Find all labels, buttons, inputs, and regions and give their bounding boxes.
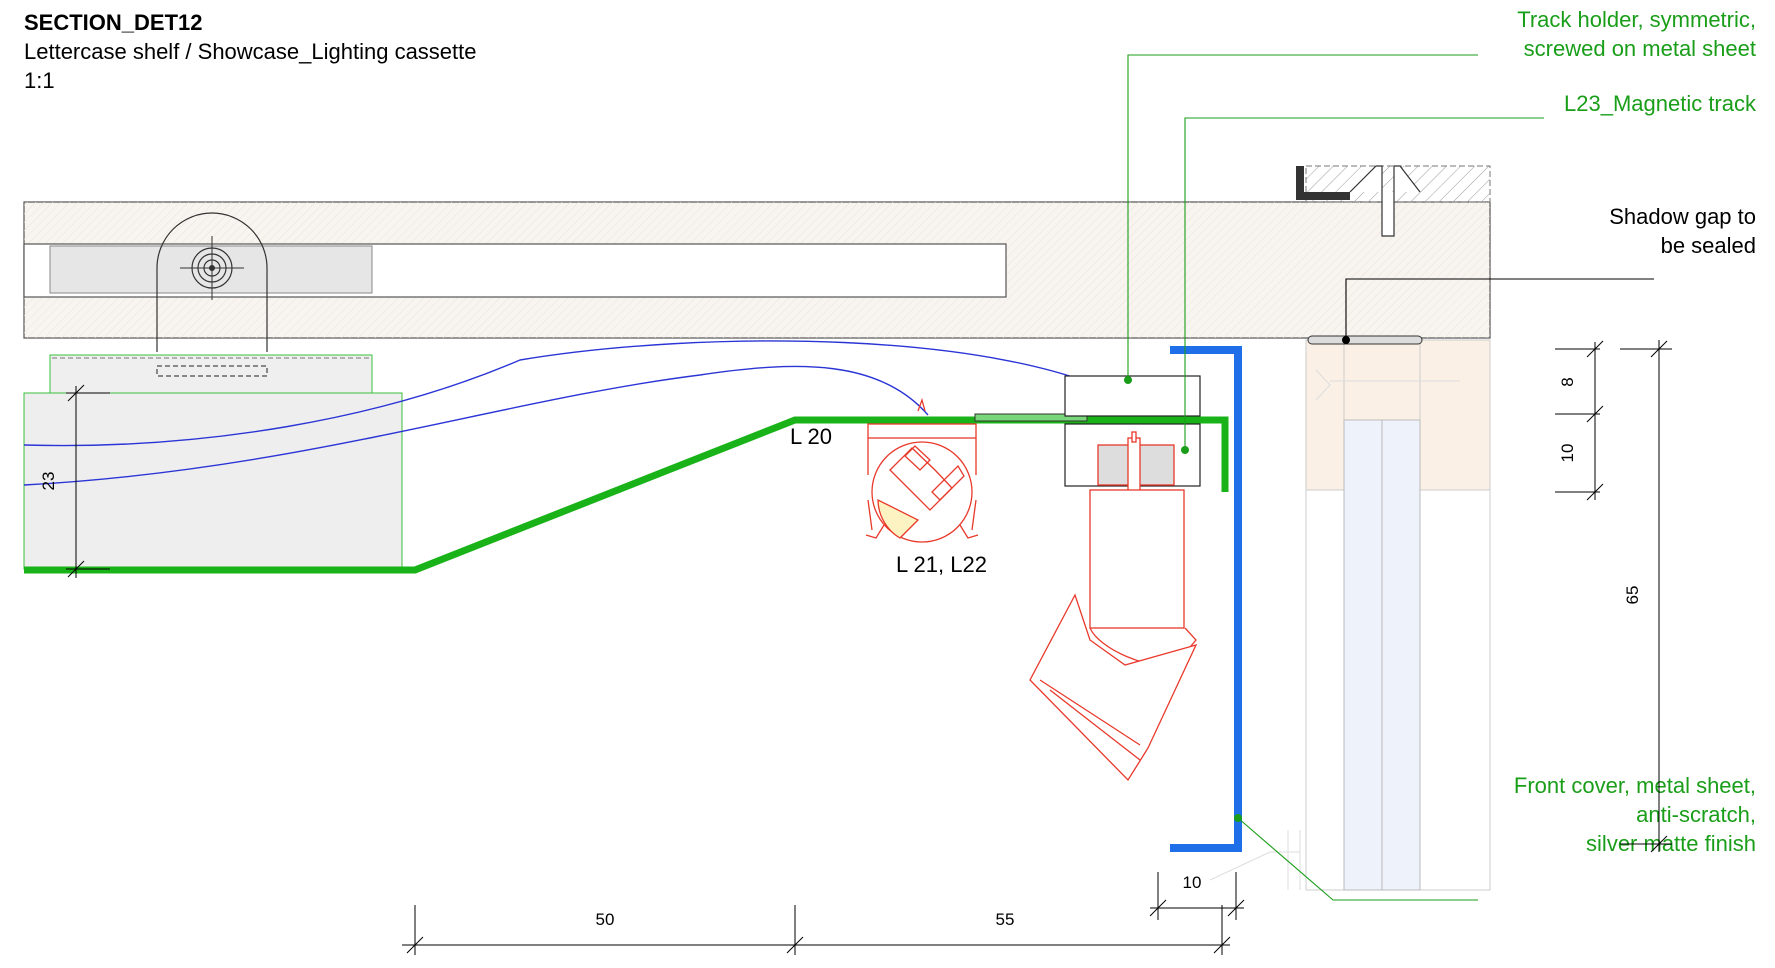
- annotation-shadow-gap-line2: be sealed: [1660, 233, 1756, 258]
- luminaire-l20: [865, 397, 979, 543]
- annotation-magnetic-track: L23_Magnetic track: [1564, 91, 1756, 116]
- luminaire-l21-l22: [1029, 431, 1198, 782]
- shadow-gap-seal: [1307, 335, 1423, 345]
- dimension-lines: [66, 340, 1672, 955]
- dim-8: 8: [1558, 377, 1577, 386]
- dim-65: 65: [1623, 586, 1642, 605]
- annotation-shadow-gap: Shadow gap to be sealed: [1609, 202, 1756, 260]
- label-l20: L 20: [790, 424, 833, 449]
- label-l21-l22: L 21, L22: [896, 552, 987, 577]
- upper-hatched-element: [1296, 165, 1491, 237]
- annotation-front-cover-line2: anti-scratch,: [1636, 802, 1756, 827]
- drawing-code: SECTION_DET12: [24, 10, 203, 35]
- dim-10-vertical: 10: [1558, 444, 1577, 463]
- title-block: SECTION_DET12 Lettercase shelf / Showcas…: [24, 8, 477, 95]
- dim-50: 50: [596, 910, 615, 929]
- hinge-bracket: [156, 212, 268, 352]
- front-cover-sheet: [1170, 346, 1242, 852]
- dim-23: 23: [39, 472, 58, 491]
- cables: [23, 340, 1129, 486]
- drawing-scale: 1:1: [24, 68, 55, 93]
- dim-55: 55: [996, 910, 1015, 929]
- glass-frame-column: [1209, 339, 1491, 891]
- annotation-track-holder-line2: screwed on metal sheet: [1523, 36, 1756, 61]
- drawing-subtitle: Lettercase shelf / Showcase_Lighting cas…: [24, 39, 477, 64]
- lighting-cassette-profile: [24, 413, 1229, 574]
- shelf-board: [23, 201, 1491, 339]
- leader-lines: [1124, 54, 1654, 901]
- annotation-shadow-gap-line1: Shadow gap to: [1609, 204, 1756, 229]
- annotation-track-holder-line1: Track holder, symmetric,: [1517, 7, 1756, 32]
- annotation-track-holder: Track holder, symmetric, screwed on meta…: [1517, 5, 1756, 63]
- dim-10-horizontal: 10: [1183, 873, 1202, 892]
- annotation-front-cover: Front cover, metal sheet, anti-scratch, …: [1514, 771, 1756, 858]
- lower-panel: [23, 354, 403, 570]
- annotation-front-cover-line1: Front cover, metal sheet,: [1513, 773, 1756, 798]
